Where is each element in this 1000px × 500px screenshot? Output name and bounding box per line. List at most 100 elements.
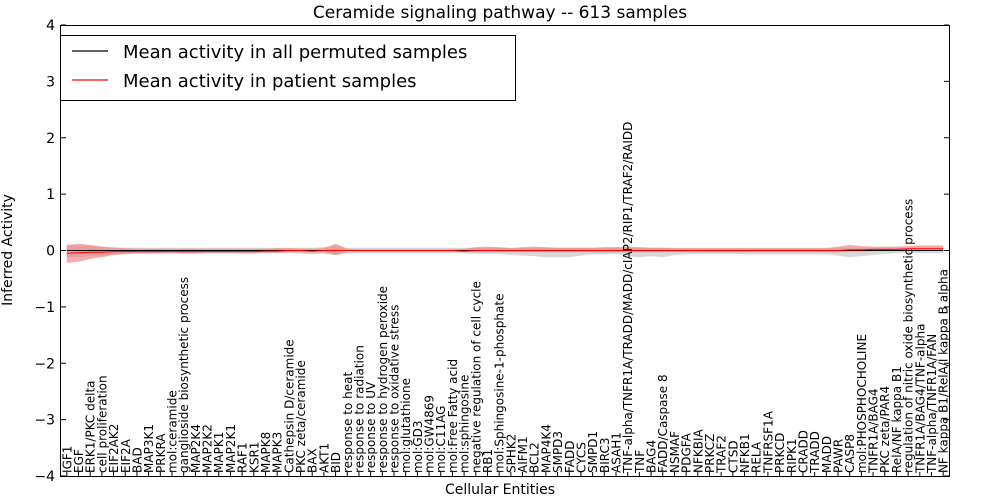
- x-tick-label: PRKCD: [773, 433, 787, 473]
- x-tick-label: MAPK3: [271, 432, 285, 473]
- x-tick-label: FADD: [563, 441, 577, 474]
- confidence-bands: [66, 243, 944, 263]
- x-tick-label: EIF2A: [119, 438, 133, 473]
- x-tick-label: ganglioside biosynthetic process: [177, 277, 191, 473]
- x-tick-label: CYCS: [574, 442, 588, 473]
- legend-label-patient: Mean activity in patient samples: [123, 71, 417, 92]
- x-tick-label: EGF: [72, 449, 86, 473]
- x-tick-label: cell proliferation: [95, 375, 109, 473]
- x-tick-label: RELA: [750, 441, 764, 473]
- x-tick-label: NFKBIA: [691, 428, 705, 473]
- x-tick-label: ERK1/PKC delta: [84, 380, 98, 473]
- x-tick-label: ASAH1: [610, 432, 624, 473]
- x-tick-label: RB1: [481, 449, 495, 473]
- x-axis-label: Cellular Entities: [445, 482, 555, 498]
- x-tick-label: RAF1: [236, 442, 250, 473]
- x-tick-label: MAP2K4: [189, 424, 203, 473]
- x-tick-label: response to hydrogen peroxide: [376, 286, 390, 473]
- x-tick-label: AKT1: [317, 443, 331, 473]
- x-tick-label: mol:ceramide: [166, 390, 180, 473]
- x-tick-label: PDGFA: [680, 432, 694, 473]
- x-tick-label: response to heat: [341, 372, 355, 474]
- x-tick-label: RIPK1: [785, 438, 799, 473]
- y-tick-label: −2: [34, 356, 55, 372]
- y-tick-label: 2: [46, 131, 55, 147]
- x-tick-label: mol:Free Fatty acid: [446, 359, 460, 473]
- x-tick-label: BAG4: [645, 440, 659, 473]
- x-tick-label: MAP2K1: [224, 424, 238, 473]
- series-lines: [66, 248, 944, 254]
- x-tick-label: response to UV: [364, 381, 378, 473]
- x-tick-label: MAP3K1: [142, 424, 156, 473]
- x-tick-label: response to radiation: [352, 345, 366, 473]
- confidence-band-patient: [66, 243, 944, 263]
- x-tick-label: mol:glutathione: [399, 378, 413, 473]
- x-tick-label: MAPK8: [259, 432, 273, 473]
- x-tick-label: CTSD: [726, 440, 740, 473]
- chart-title: Ceramide signaling pathway -- 613 sample…: [313, 3, 687, 23]
- x-tick-label: BAX: [306, 448, 320, 473]
- x-tick-label: TNFRSF1A: [761, 410, 775, 474]
- x-tick-label: CASP8: [843, 434, 857, 473]
- x-tick-label: mol:Sphingosine-1-phosphate: [493, 294, 507, 474]
- x-tick-label: negative regulation of cell cycle: [469, 281, 483, 473]
- x-tick-label: NF kappa B1/RelA/I kappa B alpha: [937, 269, 951, 473]
- x-tick-label: MAP4K4: [539, 424, 553, 473]
- x-tick-label: TNF-alpha/TNFR1A/TRADD/MADD/cIAP2/RIP1/T…: [621, 122, 635, 474]
- y-tick-label: 3: [46, 74, 55, 90]
- x-tick-label: NFKB1: [738, 433, 752, 473]
- y-tick-label: 4: [46, 18, 55, 34]
- x-tick-label: regulation of nitric oxide biosynthetic …: [902, 199, 916, 473]
- y-tick-label: 0: [46, 244, 55, 260]
- x-tick-label: TNFR1A/BAG4: [867, 388, 881, 474]
- y-tick-label: −3: [34, 413, 55, 429]
- x-tick-label: TNF-alpha/TNFR1A/FAN: [925, 334, 939, 474]
- x-tick-label: BID: [329, 452, 343, 473]
- y-axis-label: Inferred Activity: [0, 194, 16, 306]
- x-tick-label: TNF: [633, 450, 647, 474]
- legend-label-permuted: Mean activity in all permuted samples: [123, 42, 467, 63]
- x-tick-label: FADD/Caspase 8: [656, 374, 670, 473]
- x-tick-label: TRADD: [808, 431, 822, 474]
- x-tick-label: mol:GD3: [411, 420, 425, 473]
- x-tick-label: mol:GW4869: [423, 395, 437, 473]
- y-tick-label: −1: [34, 300, 55, 316]
- legend: Mean activity in all permuted samples Me…: [60, 35, 516, 101]
- legend-box: [60, 35, 516, 101]
- x-tick-label: BCL2: [528, 442, 542, 473]
- x-tick-label: BAD: [130, 447, 144, 473]
- x-tick-label: mol:sphingosine: [458, 375, 472, 473]
- x-tick-label: CRADD: [796, 430, 810, 473]
- x-tick-label: mol:PHOSPHOCHOLINE: [855, 334, 869, 473]
- x-tick-label: SPHK2: [504, 434, 518, 473]
- x-tick-label: KSR1: [247, 442, 261, 473]
- x-tick-label: mol:C11AG: [434, 406, 448, 473]
- x-tick-label: EIF2AK2: [107, 424, 121, 473]
- y-axis: 4 3 2 1 0 −1 −2 −3 −4: [34, 18, 949, 485]
- x-tick-label: PKC zeta/PAR4: [878, 386, 892, 473]
- x-tick-label: MADD: [820, 436, 834, 473]
- x-tick-label: TRAF2: [715, 435, 729, 474]
- y-tick-label: −4: [34, 469, 55, 485]
- series-line-patient: [66, 248, 944, 254]
- x-tick-label: response to oxidative stress: [388, 305, 402, 473]
- x-tick-label: PRKRA: [154, 433, 168, 473]
- x-tick-label: IGF1: [60, 446, 74, 473]
- x-tick-label: SMPD3: [551, 431, 565, 473]
- x-tick-label: RelA/NF kappa B1: [890, 366, 904, 473]
- x-tick-label: AIFM1: [516, 436, 530, 473]
- x-tick-label: PAWR: [832, 439, 846, 473]
- x-tick-label: SMPD1: [586, 431, 600, 473]
- x-tick-label: MAP2K2: [201, 424, 215, 473]
- x-tick-label: NSMAF: [668, 431, 682, 473]
- x-tick-label: MAPK1: [212, 432, 226, 473]
- x-tick-label: BIRC3: [598, 437, 612, 473]
- plot-frame: [60, 25, 950, 477]
- x-tick-label: PKC zeta/ceramide: [294, 360, 308, 473]
- y-tick-label: 1: [46, 187, 55, 203]
- x-tick-label: Cathepsin D/ceramide: [282, 339, 296, 473]
- x-tick-label: TNFR1A/BAG4/TNF-alpha: [913, 324, 927, 474]
- x-tick-label: PRKCZ: [703, 434, 717, 473]
